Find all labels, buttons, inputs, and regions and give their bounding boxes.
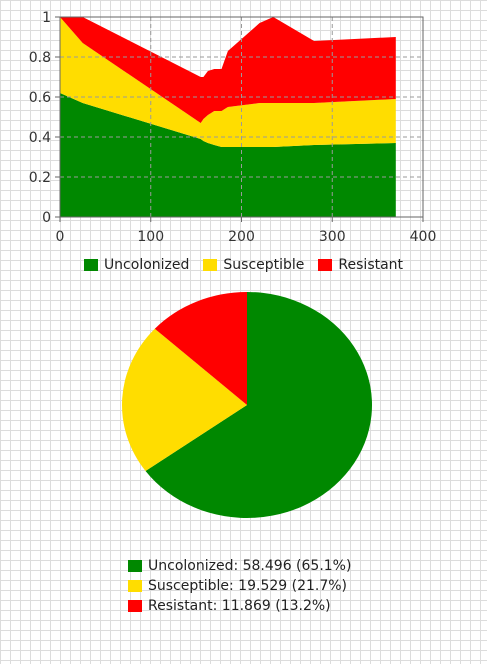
pie-chart-legend: Uncolonized: 58.496 (65.1%) Susceptible:… — [128, 556, 351, 616]
x-tick-label: 200 — [228, 229, 255, 245]
legend-label-uncolonized: Uncolonized — [104, 257, 189, 273]
legend-label-resistant: Resistant — [338, 257, 403, 273]
pie-legend-label-uncolonized: Uncolonized: 58.496 (65.1%) — [148, 556, 351, 576]
legend-item-resistant: Resistant — [318, 257, 403, 273]
y-tick-label: 0.6 — [29, 90, 51, 106]
legend-swatch-resistant — [318, 259, 332, 271]
area-chart-legend: Uncolonized Susceptible Resistant — [0, 257, 487, 273]
pie-legend-item-uncolonized: Uncolonized: 58.496 (65.1%) — [128, 556, 351, 576]
y-tick-label: 0 — [42, 210, 51, 226]
x-tick-label: 300 — [319, 229, 346, 245]
pie-legend-item-resistant: Resistant: 11.869 (13.2%) — [128, 596, 351, 616]
legend-label-susceptible: Susceptible — [223, 257, 304, 273]
area-chart: 0 0.2 0.4 0.6 0.8 1 0 100 200 300 400 — [0, 0, 487, 252]
pie-legend-swatch-susceptible — [128, 580, 142, 592]
pie-legend-item-susceptible: Susceptible: 19.529 (21.7%) — [128, 576, 351, 596]
x-tick-label: 0 — [56, 229, 65, 245]
y-tick-label: 1 — [42, 10, 51, 26]
pie-legend-swatch-resistant — [128, 600, 142, 612]
legend-swatch-susceptible — [203, 259, 217, 271]
pie-legend-label-resistant: Resistant: 11.869 (13.2%) — [148, 596, 331, 616]
area-layers — [60, 17, 396, 217]
pie-legend-swatch-uncolonized — [128, 560, 142, 572]
legend-item-susceptible: Susceptible — [203, 257, 304, 273]
x-tick-label: 100 — [137, 229, 164, 245]
pie-slices — [122, 292, 372, 518]
legend-item-uncolonized: Uncolonized — [84, 257, 189, 273]
legend-swatch-uncolonized — [84, 259, 98, 271]
pie-legend-label-susceptible: Susceptible: 19.529 (21.7%) — [148, 576, 347, 596]
x-tick-label: 400 — [410, 229, 437, 245]
y-tick-label: 0.8 — [29, 50, 51, 66]
y-tick-label: 0.2 — [29, 170, 51, 186]
pie-chart — [0, 285, 487, 525]
y-tick-label: 0.4 — [29, 130, 51, 146]
